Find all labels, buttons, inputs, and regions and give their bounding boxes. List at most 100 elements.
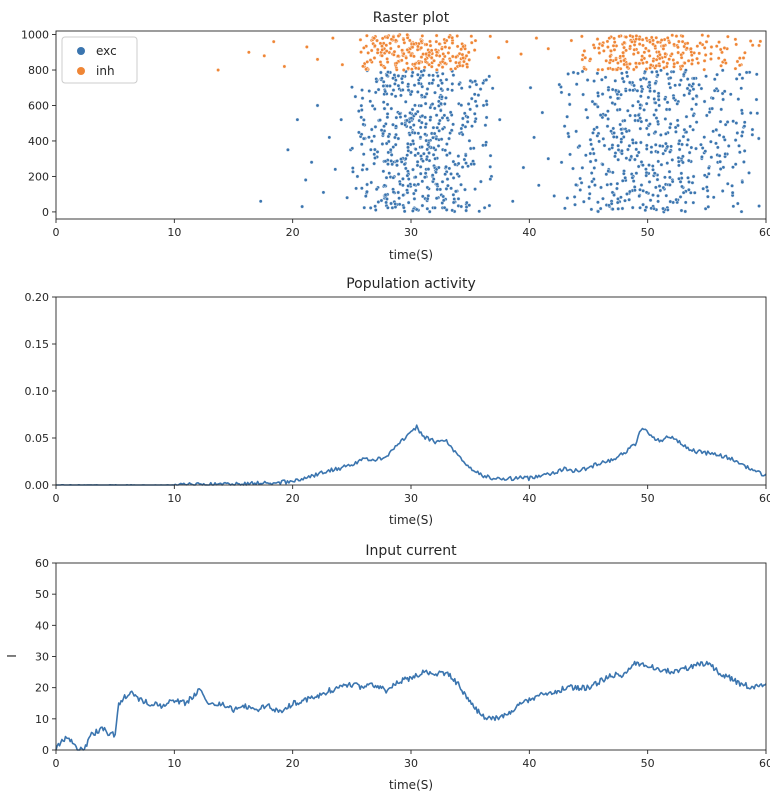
exc-spike — [668, 149, 672, 154]
exc-spike — [689, 145, 694, 150]
exc-spike — [484, 78, 489, 82]
exc-spike — [623, 198, 627, 203]
x-tick-label: 0 — [53, 757, 60, 770]
exc-spike — [621, 171, 626, 176]
exc-spike — [595, 125, 599, 130]
exc-spike — [571, 70, 576, 75]
exc-spike — [419, 120, 424, 125]
inh-spike — [750, 43, 755, 48]
inh-spike — [662, 66, 666, 70]
inh-spike — [737, 63, 742, 68]
exc-spike — [638, 94, 643, 99]
exc-spike — [678, 179, 683, 184]
exc-spike — [416, 182, 421, 187]
inh-spike — [580, 57, 585, 62]
inh-spike — [358, 37, 363, 42]
exc-spike — [606, 109, 610, 114]
exc-spike — [657, 184, 662, 188]
exc-spike — [472, 162, 476, 166]
exc-spike — [590, 99, 595, 104]
y-tick-label: 200 — [28, 170, 49, 183]
exc-spike — [419, 154, 423, 158]
exc-spike — [616, 148, 621, 152]
inh-spike — [632, 43, 637, 47]
exc-spike — [734, 77, 739, 81]
exc-spike — [333, 167, 338, 172]
exc-spike — [667, 107, 672, 112]
exc-spike — [613, 151, 618, 155]
exc-spike — [688, 190, 693, 195]
exc-spike — [750, 132, 755, 137]
exc-spike — [406, 148, 411, 153]
exc-spike — [697, 82, 701, 87]
exc-spike — [406, 82, 411, 87]
inh-spike — [655, 40, 660, 45]
exc-spike — [368, 99, 373, 104]
inh-spike — [657, 56, 662, 61]
exc-spike — [385, 197, 389, 201]
inh-spike — [636, 50, 641, 55]
exc-spike — [687, 91, 692, 96]
exc-spike — [653, 185, 658, 190]
exc-spike — [423, 101, 428, 106]
inh-spike — [330, 36, 335, 40]
exc-spike — [633, 113, 638, 118]
inh-spike — [649, 35, 654, 40]
inh-spike — [624, 48, 628, 53]
inh-spike — [632, 47, 637, 52]
inh-spike — [534, 36, 539, 40]
inh-spike — [457, 63, 462, 68]
exc-spike — [431, 177, 436, 181]
exc-spike — [437, 121, 441, 126]
exc-spike — [602, 143, 607, 148]
inh-spike — [634, 37, 639, 41]
exc-spike — [376, 87, 381, 92]
exc-spike — [620, 131, 624, 136]
exc-spike — [613, 78, 618, 83]
exc-spike — [451, 122, 456, 127]
inh-spike — [702, 45, 707, 50]
exc-spike — [389, 106, 394, 111]
inh-spike — [416, 66, 421, 71]
raster-marks — [216, 32, 763, 214]
exc-spike — [440, 94, 444, 99]
inh-spike — [583, 55, 588, 60]
inh-spike — [362, 61, 367, 66]
inh-spike — [628, 33, 633, 38]
exc-spike — [633, 188, 637, 193]
y-tick-label: 600 — [28, 99, 49, 112]
exc-spike — [703, 149, 708, 154]
exc-spike — [723, 122, 728, 127]
exc-spike — [720, 91, 725, 96]
exc-spike — [467, 84, 472, 89]
exc-spike — [638, 187, 642, 192]
exc-spike — [392, 73, 397, 77]
inh-spike — [617, 34, 622, 39]
inh-spike — [419, 45, 424, 50]
exc-spike — [393, 135, 397, 140]
exc-spike — [375, 150, 380, 154]
x-tick-label: 10 — [167, 492, 181, 505]
exc-spike — [646, 132, 651, 137]
exc-spike — [396, 83, 401, 88]
exc-spike — [680, 142, 684, 147]
exc-spike — [706, 166, 711, 170]
inh-spike — [580, 53, 585, 58]
inh-spike — [396, 44, 401, 49]
exc-spike — [671, 69, 676, 74]
exc-spike — [655, 150, 660, 155]
exc-spike — [373, 208, 378, 212]
inh-spike — [596, 67, 601, 72]
exc-spike — [398, 115, 403, 119]
input-current-axes: 0 10 20 30 40 50 60 0 10 20 30 40 50 60 — [35, 557, 770, 770]
exc-spike — [667, 169, 672, 174]
y-tick-label: 0.00 — [25, 479, 50, 492]
exc-spike — [565, 114, 570, 119]
exc-spike — [536, 183, 541, 188]
population-activity-axes: 0 10 20 30 40 50 60 0.00 0.05 0.10 0.15 0.20 — [25, 291, 770, 505]
exc-spike — [591, 151, 596, 156]
exc-spike — [361, 136, 366, 141]
exc-spike — [396, 190, 401, 195]
inh-spike — [685, 41, 690, 46]
